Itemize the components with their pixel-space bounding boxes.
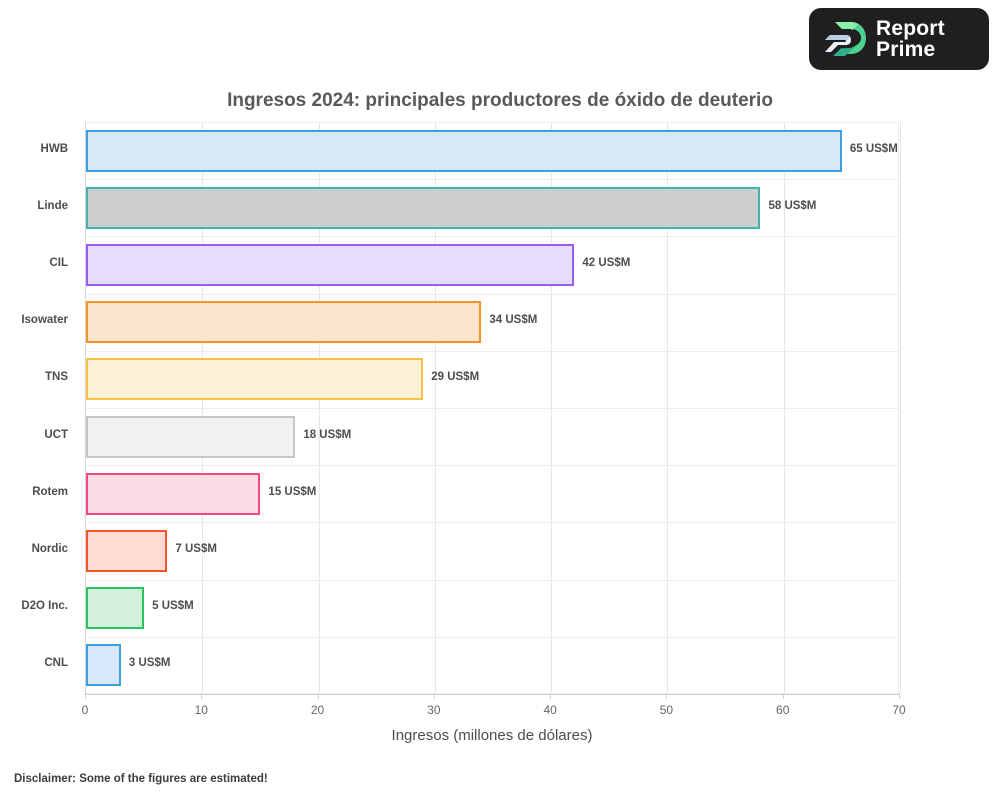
- x-axis-tick-mark: [317, 694, 319, 699]
- gridline-horizontal: [86, 408, 898, 409]
- bar-nordic[interactable]: [86, 529, 168, 572]
- x-axis-tick-label: 20: [310, 703, 325, 717]
- y-axis-labels: HWB Linde CIL Isowater TNS UCT Rotem Nordic D2O …: [0, 122, 75, 694]
- bar-value-label: 18 US$M: [303, 428, 352, 441]
- bar-tns[interactable]: [86, 358, 424, 401]
- gridline-horizontal: [86, 236, 898, 237]
- bar-row: 5 US$M: [86, 580, 898, 637]
- bar-hwb[interactable]: [86, 129, 842, 172]
- gridline-horizontal: [86, 294, 898, 295]
- bar-row: 29 US$M: [86, 351, 898, 408]
- y-axis-label-nordic: Nordic: [31, 543, 68, 555]
- bar-value-label: 7 US$M: [175, 542, 217, 555]
- bar-row: 18 US$M: [86, 408, 898, 465]
- gridline-horizontal: [86, 580, 898, 581]
- bar-row: 58 US$M: [86, 179, 898, 236]
- bar-value-label: 34 US$M: [489, 314, 538, 327]
- bar-value-label: 65 US$M: [849, 142, 898, 155]
- y-axis-label-linde: Linde: [37, 199, 68, 212]
- y-axis-label-cil: CIL: [49, 257, 68, 269]
- disclaimer-text: Disclaimer: Some of the figures are esti…: [14, 773, 268, 785]
- x-axis-tick-mark: [666, 694, 668, 699]
- y-axis-label-rotem: Rotem: [32, 485, 68, 498]
- gridline-horizontal: [86, 693, 898, 694]
- bar-value-label: 3 US$M: [128, 657, 171, 670]
- y-axis-label-isowater: Isowater: [21, 314, 68, 327]
- x-axis-tick-label: 10: [194, 703, 208, 717]
- bar-row: 65 US$M: [86, 122, 898, 179]
- x-axis-title: Ingresos (millones de dólares): [391, 727, 593, 744]
- y-axis-label-cnl: CNL: [44, 657, 68, 670]
- bar-cil[interactable]: [86, 243, 575, 286]
- x-axis-tick-label: 60: [776, 703, 790, 717]
- gridline-vertical: [900, 122, 901, 694]
- bar-value-label: 42 US$M: [582, 256, 631, 269]
- logo-line-1: Report: [876, 17, 945, 40]
- x-axis-tick-label: 30: [427, 703, 441, 717]
- bar-d2o-inc[interactable]: [86, 587, 145, 630]
- x-axis-tick-label: 50: [659, 703, 674, 717]
- x-axis-tick-mark: [85, 694, 86, 699]
- gridline-horizontal: [86, 179, 898, 180]
- bar-row: 3 US$M: [86, 637, 898, 694]
- bar-cnl[interactable]: [86, 644, 121, 687]
- gridline-horizontal: [86, 637, 898, 638]
- gridline-horizontal: [86, 351, 898, 352]
- plot-area: 65 US$M 58 US$M 42 US$M 34 US$M 29 US$M 18 US…: [85, 122, 901, 694]
- report-prime-monogram-icon: [825, 22, 866, 56]
- x-axis-tick-label: 70: [892, 703, 906, 717]
- gridline-horizontal: [86, 122, 898, 123]
- x-axis-tick-label: 40: [543, 703, 557, 717]
- chart-title: Ingresos 2024: principales productores d…: [227, 90, 773, 111]
- x-axis-tick-mark: [899, 694, 900, 699]
- logo-wordmark: Report Prime: [876, 18, 945, 60]
- x-axis-tick-mark: [201, 694, 203, 699]
- bar-value-label: 58 US$M: [768, 199, 817, 212]
- x-axis-tick-mark: [782, 694, 784, 699]
- gridline-horizontal: [86, 522, 898, 523]
- bar-uct[interactable]: [86, 415, 296, 458]
- bar-linde[interactable]: [86, 186, 761, 229]
- y-axis-label-tns: TNS: [45, 371, 68, 384]
- bar-value-label: 15 US$M: [268, 485, 317, 498]
- logo-line-2: Prime: [876, 38, 936, 61]
- x-axis-tick-mark: [550, 694, 552, 699]
- bar-rotem[interactable]: [86, 472, 261, 515]
- bar-row: 15 US$M: [86, 465, 898, 522]
- bar-row: 42 US$M: [86, 236, 898, 293]
- y-axis-label-hwb: HWB: [40, 142, 68, 155]
- bar-value-label: 5 US$M: [152, 600, 194, 613]
- report-prime-logo: Report Prime: [809, 8, 989, 70]
- x-axis-line: [85, 694, 899, 695]
- x-axis-tick-mark: [433, 694, 435, 699]
- bar-value-label: 29 US$M: [431, 371, 480, 384]
- bar-row: 7 US$M: [86, 522, 898, 579]
- x-axis-tick-label: 0: [81, 703, 89, 717]
- bar-row: 34 US$M: [86, 294, 898, 351]
- y-axis-label-uct: UCT: [44, 428, 68, 441]
- y-axis-label-d2o-inc: D2O Inc.: [21, 600, 68, 613]
- gridline-horizontal: [86, 465, 898, 466]
- bar-isowater[interactable]: [86, 301, 482, 344]
